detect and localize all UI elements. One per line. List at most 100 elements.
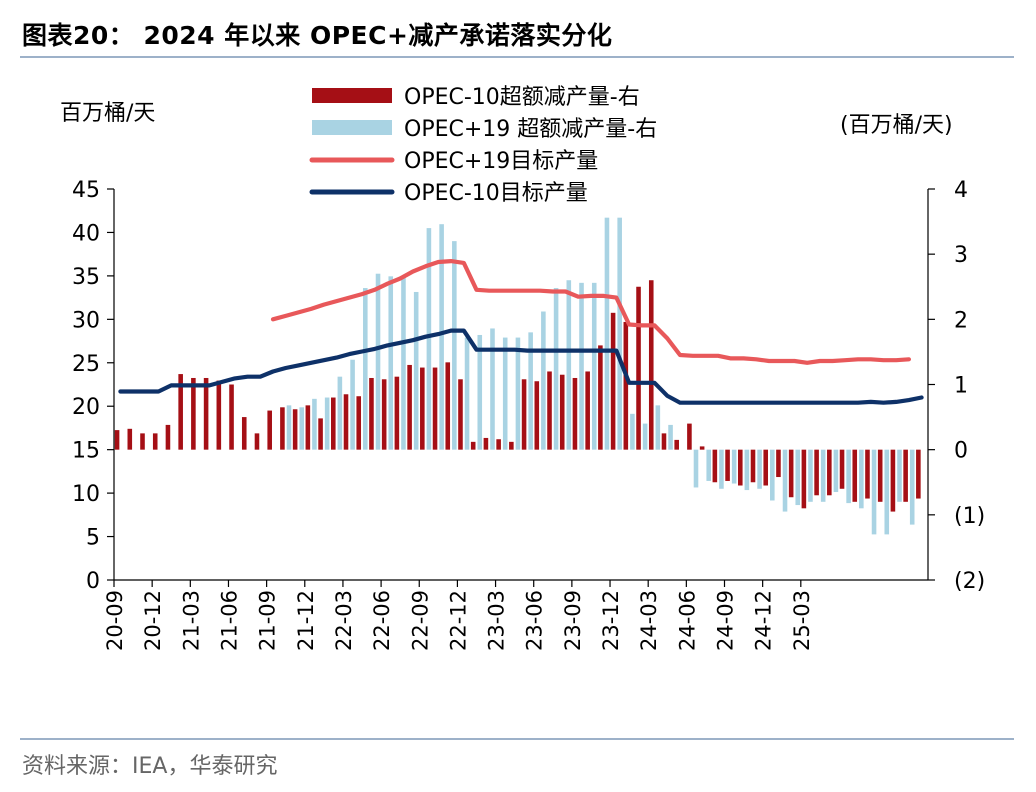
source-note: 资料来源：IEA，华泰研究: [22, 754, 278, 779]
x-tick-label: 20-09: [103, 590, 127, 651]
opec19-excess-bar: [706, 449, 712, 481]
opec19-excess-bar: [299, 407, 305, 450]
opec10-excess-bar: [114, 430, 120, 450]
opec10-excess-bar: [636, 286, 641, 450]
x-tick-label: 24-06: [675, 590, 699, 651]
opec10-excess-bar: [521, 379, 527, 450]
opec19-excess-bar: [375, 273, 381, 450]
legend-label: OPEC+19目标产量: [404, 149, 598, 174]
opec10-excess-bar: [343, 394, 349, 450]
opec10-excess-bar: [318, 418, 323, 450]
right-y-tick-label: 2: [954, 308, 968, 333]
opec10-excess-bar: [241, 417, 247, 450]
opec19-excess-bar: [642, 423, 648, 450]
x-tick-label: 22-12: [446, 590, 470, 651]
opec19-excess-bar: [312, 398, 317, 450]
opec10-excess-bar: [432, 367, 438, 450]
opec10-excess-bar: [865, 449, 870, 499]
x-tick-label: 23-06: [523, 590, 547, 651]
opec19-excess-bar: [452, 241, 457, 450]
opec10-excess-bar: [661, 433, 667, 450]
x-tick-label: 22-09: [408, 590, 432, 651]
opec10-excess-bar: [788, 449, 794, 498]
left-axis-unit: 百万桶/天: [60, 101, 156, 126]
opec19-excess-bar: [668, 424, 673, 450]
opec10-excess-bar: [585, 371, 590, 450]
opec19-excess-bar: [693, 449, 699, 488]
x-tick-label: 24-09: [714, 590, 738, 651]
x-tick-label: 21-03: [179, 590, 203, 651]
opec19-excess-bar: [401, 276, 406, 450]
opec10-excess-bar: [330, 397, 336, 450]
opec19-excess-bar: [617, 217, 622, 450]
opec10-excess-bar: [852, 449, 858, 502]
opec10-excess-bar: [916, 449, 921, 499]
opec19-excess-bar: [528, 332, 533, 450]
opec19-excess-bar: [591, 282, 597, 450]
left-y-tick-label: 40: [72, 221, 100, 246]
opec10-excess-bar: [839, 449, 845, 489]
opec10-excess-bar: [648, 280, 654, 450]
opec19-excess-bar: [477, 334, 483, 450]
opec19-excess-bar: [426, 228, 432, 450]
x-tick-label: 23-12: [599, 590, 623, 651]
opec10-excess-bar: [877, 449, 883, 502]
legend-label: OPEC-10目标产量: [404, 181, 588, 206]
opec10-excess-bar: [623, 321, 629, 450]
opec19-excess-bar: [553, 288, 559, 450]
opec10-excess-bar: [407, 364, 412, 450]
opec19-excess-bar: [770, 449, 775, 501]
opec10-excess-bar: [165, 424, 171, 450]
x-tick-label: 24-12: [752, 590, 776, 651]
opec10-excess-bar: [725, 449, 730, 481]
right-y-tick-label: (2): [954, 569, 985, 594]
opec10-excess-bar: [178, 374, 183, 450]
right-y-tick-label: 3: [954, 243, 968, 268]
opec10-excess-bar: [203, 377, 209, 450]
opec10-excess-bar: [903, 449, 908, 502]
opec10-excess-bar: [152, 433, 158, 450]
opec10-excess-bar: [496, 439, 501, 450]
opec19-excess-bar: [337, 376, 343, 450]
x-tick-label: 21-12: [294, 590, 318, 651]
x-tick-label: 21-09: [256, 590, 280, 651]
left-y-tick-label: 25: [72, 352, 100, 377]
opec19-excess-bar: [731, 449, 737, 484]
legend-label: OPEC-10超额减产量-右: [404, 85, 640, 110]
opec10-excess-bar: [127, 428, 133, 450]
opec19-excess-bar: [897, 449, 902, 502]
opec19-excess-bar: [439, 224, 444, 450]
opec19-excess-bar: [502, 337, 508, 450]
opec19-excess-bar: [833, 449, 839, 493]
right-y-tick-label: 1: [954, 374, 968, 399]
opec10-excess-bar: [610, 312, 616, 450]
opec10-excess-bar: [280, 407, 285, 450]
opec19-excess-bar: [413, 291, 419, 450]
opec10-excess-bar: [483, 437, 489, 450]
opec10-excess-bar: [292, 409, 298, 450]
opec10-excess-bar: [598, 345, 603, 450]
legend-swatch-opec10-bar: [312, 88, 392, 103]
opec10-excess-bar: [470, 441, 476, 450]
opec10-excess-bar: [890, 449, 896, 512]
opec19-excess-bar: [515, 337, 521, 450]
right-y-tick-label: (1): [954, 504, 985, 529]
opec19-excess-bar: [604, 217, 610, 450]
opec19-excess-bar: [719, 449, 724, 489]
opec19-excess-bar: [795, 449, 801, 506]
opec19-excess-bar: [820, 449, 826, 502]
x-tick-label: 23-03: [485, 590, 509, 651]
opec19-excess-bar: [464, 337, 470, 450]
opec10-excess-bar: [216, 380, 222, 450]
opec10-target-line: [118, 328, 924, 405]
opec19-excess-bar: [846, 449, 851, 504]
opec10-excess-bar: [229, 384, 234, 450]
left-y-tick-label: 5: [86, 526, 100, 551]
opec19-excess-bar: [388, 276, 394, 450]
legend-swatch-opec19-bar: [312, 120, 392, 135]
left-y-tick-label: 30: [72, 308, 100, 333]
opec10-excess-bar: [394, 376, 400, 450]
x-tick-label: 22-06: [370, 590, 394, 651]
opec10-excess-bar: [381, 379, 387, 450]
